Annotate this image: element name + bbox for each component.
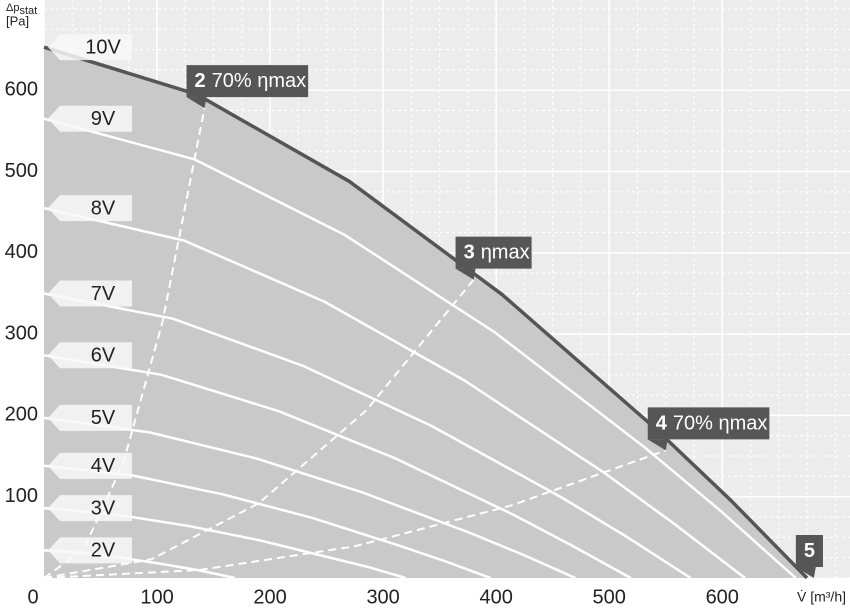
callout: 5 [795,535,823,578]
efficiency-line [43,279,475,579]
voltage-tag [48,537,132,564]
callout-pointer [795,567,816,578]
callout-pointer [455,268,476,280]
callout-label: 5 [804,540,815,562]
x-axis-label: V̇ [m³/h] [797,589,846,605]
fan-curve [43,354,632,580]
y-tick-label: 600 [5,79,38,101]
callout-name: 70% ηmax [673,413,768,435]
callout-label: 2 70% ηmax [195,70,307,92]
y-axis-unit: [Pa] [6,13,29,28]
x-tick-label: 600 [706,586,739,608]
voltage-label: 10V [85,36,121,58]
callout-name: ηmax [481,242,530,264]
callout-box [795,535,823,567]
callout: 4 70% ηmax [647,407,770,451]
voltage-tag [48,452,132,479]
x-tick-label: 0 [27,586,38,608]
y-axis-label: Δpstat [6,2,37,17]
x-tick-label: 400 [479,586,512,608]
callout-number: 4 [656,413,668,435]
x-tick-label: 100 [140,586,173,608]
voltage-label: 7V [91,283,116,305]
y-axis-symbol: Δp [6,2,19,14]
x-tick-label: 500 [593,586,626,608]
fan-curve [43,416,576,580]
callout-box [455,236,532,269]
callout-label: 4 70% ηmax [656,413,768,435]
callout-box [186,65,309,98]
callout-name: 70% ηmax [212,70,306,92]
callout-number: 5 [804,540,815,562]
voltage-tag [48,342,132,369]
voltage-tag [48,105,132,132]
fan-curve [43,206,746,579]
callout-number: 3 [464,242,475,264]
voltage-label: 5V [91,407,116,429]
voltage-label: 9V [91,108,116,130]
x-tick-label: 200 [253,586,286,608]
y-tick-label: 400 [5,241,38,263]
callout: 3 ηmax [455,236,532,280]
callout-box [647,407,770,440]
callout-pointer [647,439,668,451]
y-tick-label: 500 [5,160,38,182]
voltage-label: 2V [91,540,116,562]
fan-curve [43,292,692,580]
voltage-label: 4V [91,455,116,477]
voltage-tag [48,195,132,222]
voltage-tag [48,495,132,522]
y-tick-label: 100 [5,485,38,507]
voltage-tag [48,280,132,307]
voltage-tag [48,404,132,431]
voltage-label: 6V [91,345,116,367]
voltage-tag [48,34,132,61]
callout-number: 2 [195,70,206,92]
x-tick-label: 300 [366,586,399,608]
callout-pointer [186,97,207,109]
y-axis-subscript: stat [19,5,37,17]
callout: 2 70% ηmax [186,65,309,109]
fan-curve [43,464,491,580]
voltage-label: 3V [91,497,116,519]
efficiency-line [43,449,667,579]
callout-label: 3 ηmax [464,242,530,264]
voltage-label: 8V [91,197,116,219]
y-tick-label: 300 [5,322,38,344]
y-tick-label: 200 [5,404,38,426]
